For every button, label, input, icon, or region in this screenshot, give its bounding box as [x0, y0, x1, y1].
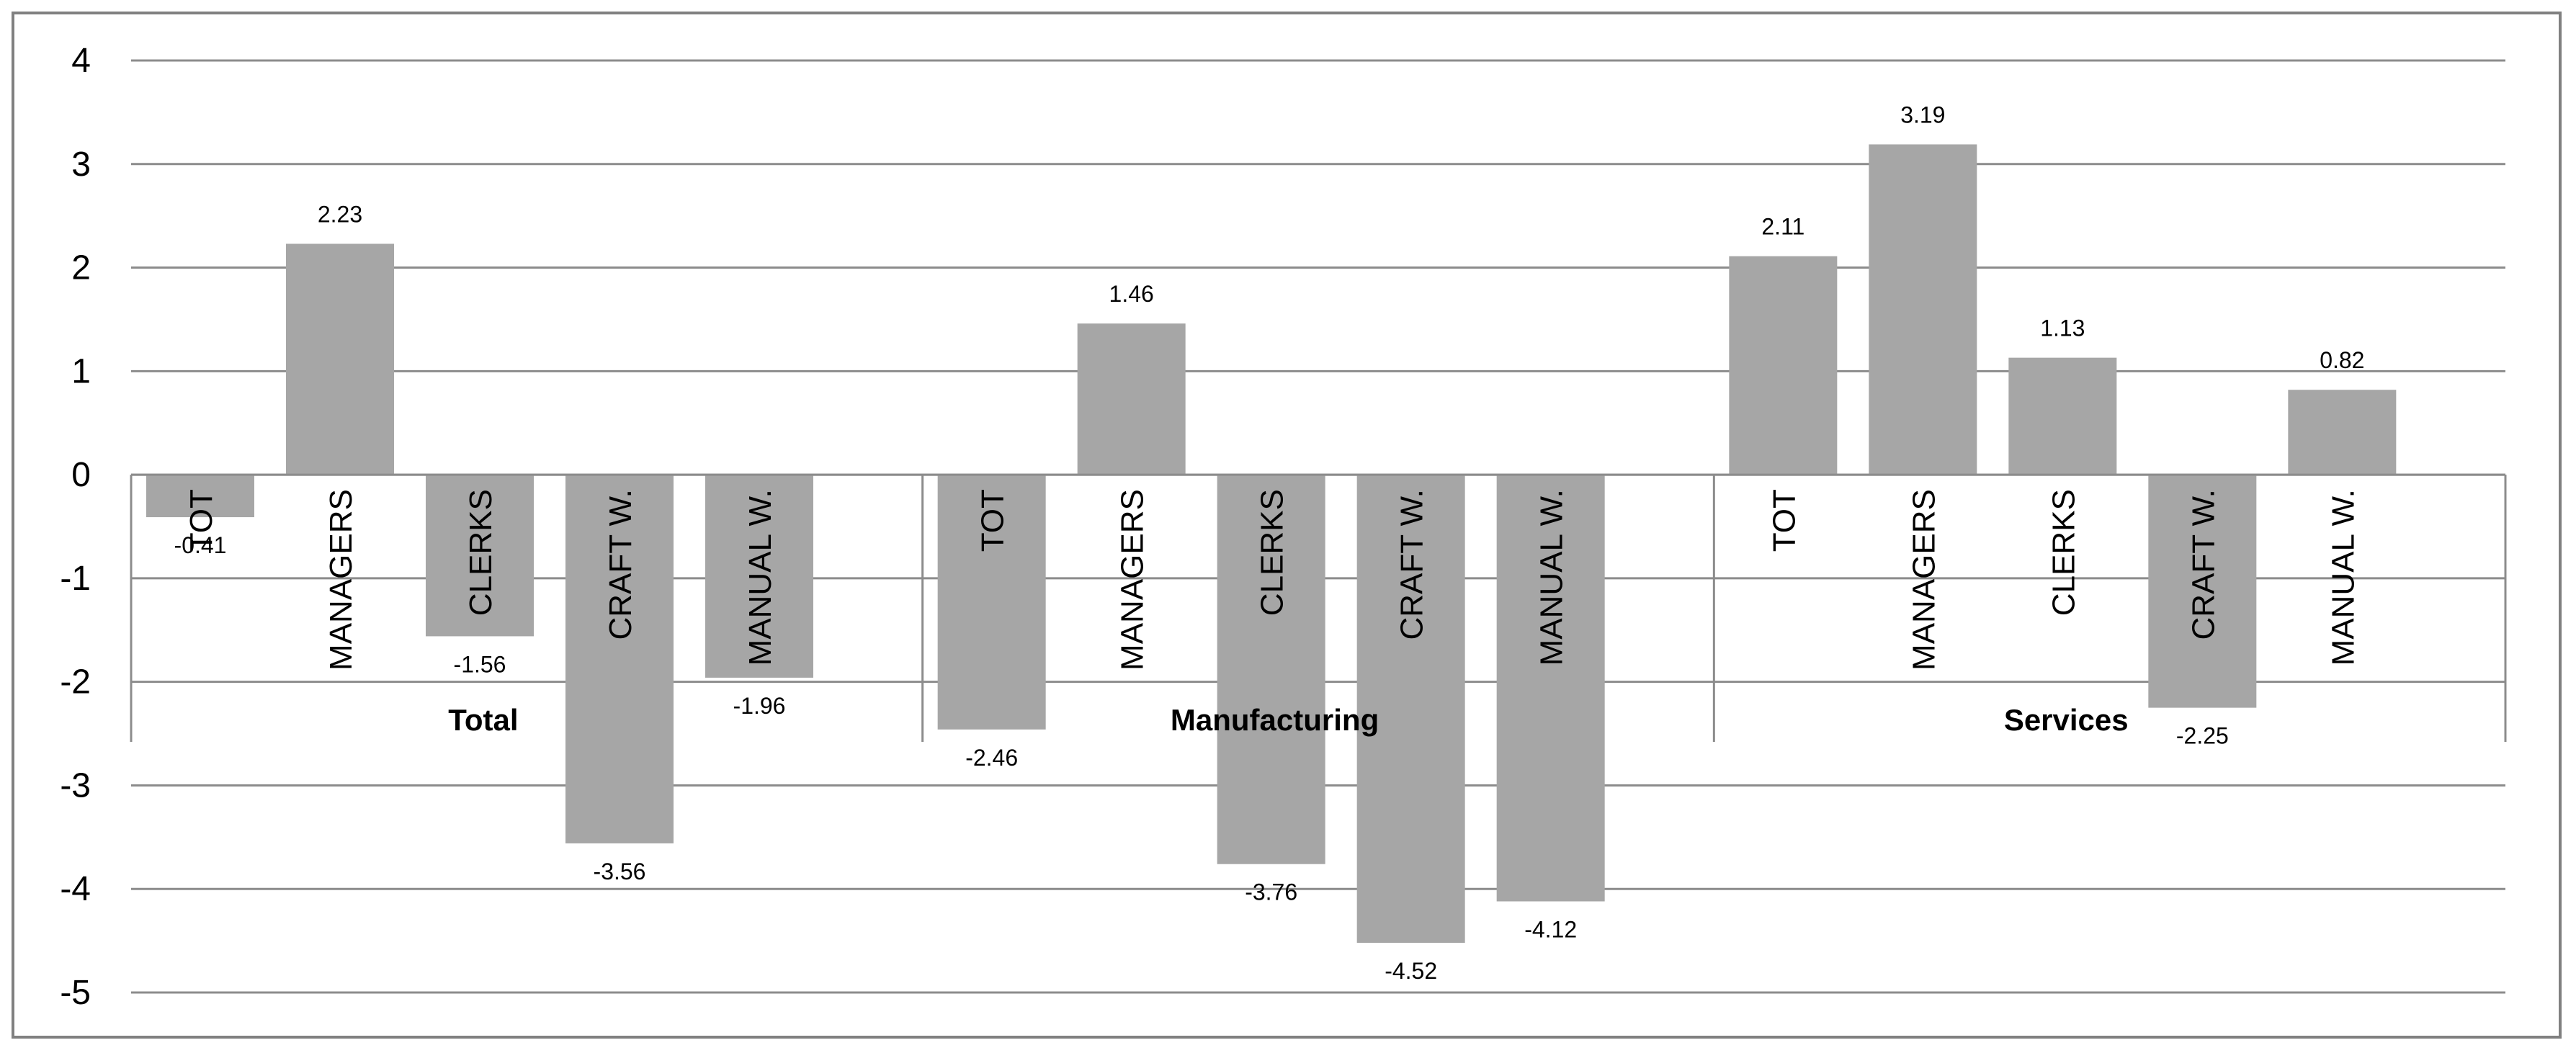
y-tick-label: 4 [71, 42, 91, 80]
bar [565, 475, 674, 843]
bar [705, 475, 813, 678]
category-label: MANUAL W. [1534, 489, 1570, 666]
bar [426, 475, 534, 637]
data-label: -4.52 [1385, 958, 1437, 984]
y-tick-label: -1 [60, 560, 91, 598]
data-label: -3.76 [1245, 879, 1297, 905]
bar [937, 475, 1046, 730]
data-label: 0.82 [2320, 347, 2364, 373]
group-label: Total [448, 703, 518, 737]
bar [1217, 475, 1325, 864]
bar [1729, 256, 1838, 475]
y-tick-label: -3 [60, 766, 91, 805]
data-label: -0.41 [174, 532, 227, 558]
data-label: -1.96 [733, 693, 786, 719]
category-label: CRAFT W. [1395, 489, 1430, 640]
data-label: -2.46 [965, 745, 1018, 771]
y-tick-label: 2 [71, 249, 91, 287]
bar [2008, 357, 2117, 475]
data-label: 3.19 [1900, 102, 1945, 127]
y-tick-label: -5 [60, 974, 91, 1012]
data-label: 2.11 [1761, 214, 1804, 240]
category-label: MANAGERS [1906, 489, 1941, 671]
bar [286, 243, 394, 475]
category-label: TOT [184, 489, 219, 552]
bar [1356, 475, 1465, 943]
y-tick-label: 3 [71, 145, 91, 184]
data-label: 2.23 [318, 201, 362, 227]
category-label: TOT [975, 489, 1011, 552]
category-label: CLERKS [463, 489, 498, 616]
category-label: TOT [1766, 489, 1802, 552]
group-label: Services [2004, 703, 2129, 737]
bar [1496, 475, 1605, 902]
data-label: 1.46 [1109, 281, 1154, 307]
category-label: MANUAL W. [2325, 489, 2361, 666]
data-label: -1.56 [454, 651, 506, 677]
category-label: MANUAL W. [743, 489, 778, 666]
category-label: CRAFT W. [603, 489, 638, 640]
category-label: MANAGERS [1115, 489, 1150, 671]
bar [146, 475, 254, 518]
data-label: -3.56 [594, 859, 646, 884]
y-tick-label: -2 [60, 663, 91, 702]
y-tick-label: 0 [71, 456, 91, 494]
bar [2148, 475, 2257, 708]
bar [1077, 323, 1186, 475]
category-label: CRAFT W. [2186, 489, 2221, 640]
category-label: CLERKS [1255, 489, 1290, 616]
category-label: MANAGERS [323, 489, 359, 671]
y-tick-label: 1 [71, 352, 91, 390]
y-tick-label: -4 [60, 870, 91, 908]
category-label: CLERKS [2046, 489, 2081, 616]
bar [1869, 144, 1977, 475]
data-label: -2.25 [2176, 723, 2229, 749]
data-label: -4.12 [1524, 916, 1577, 942]
group-label: Manufacturing [1171, 703, 1379, 737]
data-label: 1.13 [2040, 315, 2085, 341]
bar [2288, 390, 2397, 475]
